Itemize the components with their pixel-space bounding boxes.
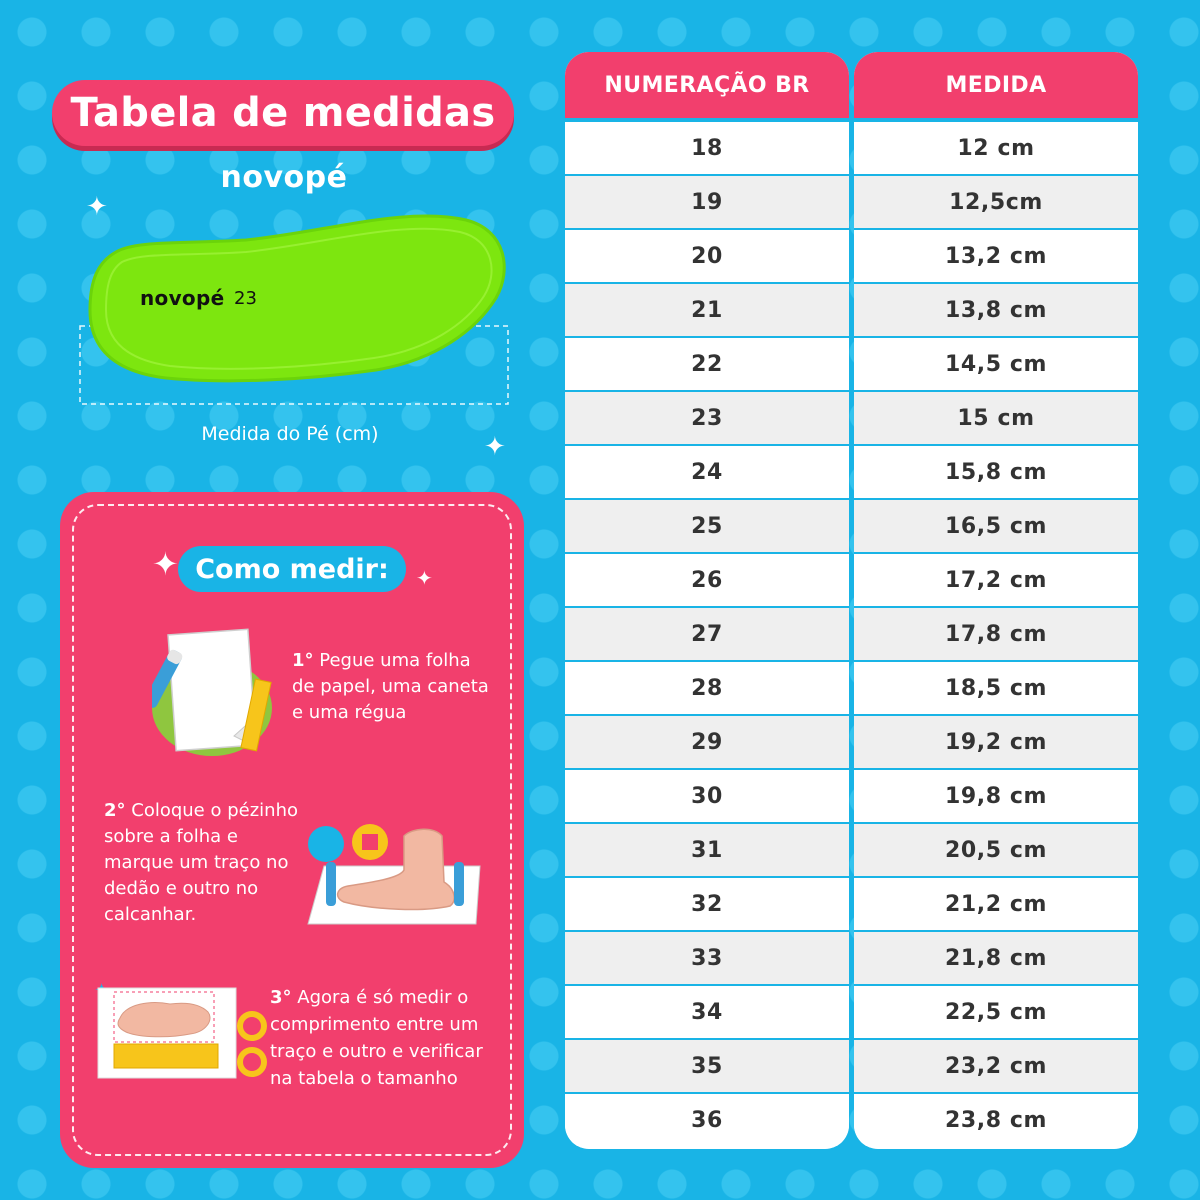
table-cell-br: 36 bbox=[565, 1094, 849, 1146]
step-1-text: 1° Pegue uma folha de papel, uma caneta … bbox=[292, 648, 492, 726]
table-cell-br: 25 bbox=[565, 500, 849, 554]
paper-pen-ruler-illustration bbox=[152, 628, 272, 756]
size-table: NUMERAÇÃO BR 18 19 20 21 22 23 24 25 26 … bbox=[565, 52, 1140, 1149]
insole-size-label: 23 bbox=[234, 288, 257, 309]
sparkle-icon: ✦ bbox=[86, 192, 108, 222]
ruler-icon bbox=[240, 678, 272, 752]
table-cell-br: 19 bbox=[565, 176, 849, 230]
table-cell-br: 20 bbox=[565, 230, 849, 284]
table-cell-medida: 17,8 cm bbox=[854, 608, 1138, 662]
how-to-measure-card: ✦ ✦ Como medir: 1° Pegue uma folha de pa… bbox=[60, 492, 524, 1168]
dashed-border bbox=[72, 504, 512, 1156]
step-1-description: Pegue uma folha de papel, uma caneta e u… bbox=[292, 650, 489, 723]
table-cell-medida: 16,5 cm bbox=[854, 500, 1138, 554]
table-cell-medida: 21,2 cm bbox=[854, 878, 1138, 932]
table-cell-medida: 23,2 cm bbox=[854, 1040, 1138, 1094]
foot-measure-illustration: ✦ bbox=[94, 980, 267, 1079]
insole-shape bbox=[79, 214, 509, 405]
pen-icon bbox=[152, 649, 183, 708]
table-cell-br: 33 bbox=[565, 932, 849, 986]
table-cell-br: 27 bbox=[565, 608, 849, 662]
table-cell-br: 21 bbox=[565, 284, 849, 338]
table-cell-medida: 13,8 cm bbox=[854, 284, 1138, 338]
step-3-number: 3° bbox=[270, 987, 292, 1008]
step-3-text: 3° Agora é só medir o comprimento entre … bbox=[270, 984, 510, 1092]
page-title: Tabela de medidas bbox=[52, 80, 514, 146]
table-cell-br: 34 bbox=[565, 986, 849, 1040]
measure-caption: Medida do Pé (cm) bbox=[201, 423, 379, 445]
table-cell-medida: 12,5cm bbox=[854, 176, 1138, 230]
table-cell-medida: 14,5 cm bbox=[854, 338, 1138, 392]
table-cell-br: 22 bbox=[565, 338, 849, 392]
table-cell-br: 31 bbox=[565, 824, 849, 878]
table-cell-medida: 12 cm bbox=[854, 122, 1138, 176]
table-column-medida: MEDIDA 12 cm 12,5cm 13,2 cm 13,8 cm 14,5… bbox=[854, 52, 1138, 1149]
table-cell-br: 30 bbox=[565, 770, 849, 824]
table-cell-medida: 19,2 cm bbox=[854, 716, 1138, 770]
table-cell-br: 35 bbox=[565, 1040, 849, 1094]
step-2-number: 2° bbox=[104, 800, 126, 821]
foot-on-paper-illustration bbox=[307, 824, 481, 925]
ruler-icon bbox=[113, 1043, 219, 1069]
table-cell-medida: 15,8 cm bbox=[854, 446, 1138, 500]
step-3-description: Agora é só medir o comprimento entre um … bbox=[270, 987, 483, 1089]
step-2-text: 2° Coloque o pézinho sobre a folha e mar… bbox=[104, 798, 304, 928]
pen-icon bbox=[326, 862, 464, 906]
table-cell-medida: 21,8 cm bbox=[854, 932, 1138, 986]
insole-brand-label: novopé bbox=[140, 286, 225, 310]
table-cell-medida: 20,5 cm bbox=[854, 824, 1138, 878]
table-cell-medida: 18,5 cm bbox=[854, 662, 1138, 716]
table-cell-br: 23 bbox=[565, 392, 849, 446]
table-cell-medida: 13,2 cm bbox=[854, 230, 1138, 284]
insole-illustration: novopé 23 bbox=[76, 200, 516, 410]
table-cell-medida: 15 cm bbox=[854, 392, 1138, 446]
brand-logo: novopé bbox=[220, 160, 348, 195]
table-cell-medida: 17,2 cm bbox=[854, 554, 1138, 608]
how-to-heading: Como medir: bbox=[178, 546, 406, 592]
table-cell-medida: 23,8 cm bbox=[854, 1094, 1138, 1146]
table-column-br: NUMERAÇÃO BR 18 19 20 21 22 23 24 25 26 … bbox=[565, 52, 849, 1149]
table-cell-br: 29 bbox=[565, 716, 849, 770]
step-2-description: Coloque o pézinho sobre a folha e marque… bbox=[104, 800, 298, 925]
step-1-number: 1° bbox=[292, 650, 314, 671]
table-cell-medida: 19,8 cm bbox=[854, 770, 1138, 824]
table-cell-medida: 22,5 cm bbox=[854, 986, 1138, 1040]
table-cell-br: 18 bbox=[565, 122, 849, 176]
table-cell-br: 32 bbox=[565, 878, 849, 932]
table-cell-br: 24 bbox=[565, 446, 849, 500]
sparkle-icon: ✦ bbox=[484, 432, 506, 462]
sparkle-icon: ✦ bbox=[416, 566, 433, 590]
sparkle-icon: ✦ bbox=[152, 545, 179, 583]
table-header-br: NUMERAÇÃO BR bbox=[565, 52, 849, 122]
table-cell-br: 28 bbox=[565, 662, 849, 716]
table-cell-br: 26 bbox=[565, 554, 849, 608]
table-header-medida: MEDIDA bbox=[854, 52, 1138, 122]
